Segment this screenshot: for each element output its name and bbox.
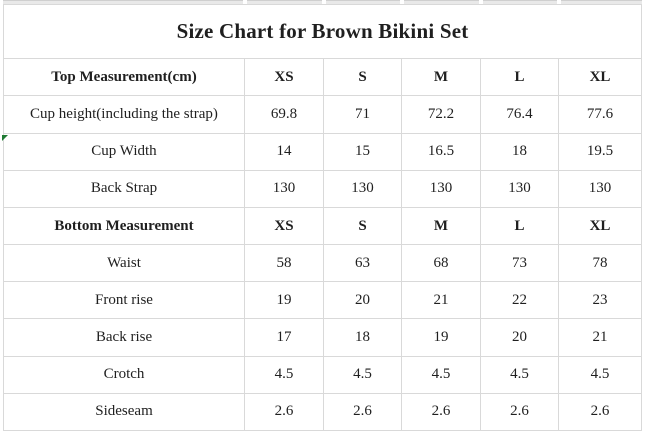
grid-strip-segment <box>3 0 243 4</box>
title-row: Size Chart for Brown Bikini Set <box>3 3 642 60</box>
size-col-header: L <box>480 58 559 97</box>
size-col-header: S <box>323 206 402 246</box>
table-cell: 23 <box>558 281 642 320</box>
size-col-header: M <box>401 206 481 246</box>
table-cell: 4.5 <box>244 355 324 394</box>
top-gridline-strip <box>3 0 642 4</box>
section-header-label: Bottom Measurement <box>3 206 245 246</box>
size-col-header: XL <box>558 206 642 246</box>
grid-strip-segment <box>483 0 557 4</box>
table-cell: 2.6 <box>323 392 402 432</box>
size-col-header: M <box>401 58 481 97</box>
table-cell: 20 <box>323 281 402 320</box>
table-row-cup-height: Cup height(including the strap) 69.8 71 … <box>3 95 642 134</box>
table-cell: 20 <box>480 318 559 357</box>
table-cell: 18 <box>480 132 559 171</box>
table-cell: 78 <box>558 244 642 283</box>
table-cell: 2.6 <box>480 392 559 432</box>
table-row-front-rise: Front rise 19 20 21 22 23 <box>3 281 642 320</box>
grid-strip-segment <box>247 0 322 4</box>
table-cell: 68 <box>401 244 481 283</box>
row-label: Waist <box>3 244 245 283</box>
section-header-row-top: Top Measurement(cm) XS S M L XL <box>3 58 642 97</box>
table-cell: 21 <box>401 281 481 320</box>
grid-strip-segment <box>326 0 400 4</box>
size-col-header: S <box>323 58 402 97</box>
row-label: Front rise <box>3 281 245 320</box>
green-corner-indicator-icon <box>2 135 8 141</box>
table-cell: 18 <box>323 318 402 357</box>
table-cell: 58 <box>244 244 324 283</box>
table-cell: 77.6 <box>558 95 642 134</box>
table-row-crotch: Crotch 4.5 4.5 4.5 4.5 4.5 <box>3 355 642 394</box>
table-cell: 14 <box>244 132 324 171</box>
table-cell: 63 <box>323 244 402 283</box>
table-cell: 130 <box>558 169 642 208</box>
table-cell: 19 <box>244 281 324 320</box>
table-cell: 72.2 <box>401 95 481 134</box>
table-cell: 2.6 <box>558 392 642 432</box>
table-cell: 4.5 <box>401 355 481 394</box>
row-label: Back rise <box>3 318 245 357</box>
row-label: Cup height(including the strap) <box>3 95 245 134</box>
table-cell: 19.5 <box>558 132 642 171</box>
section-header-row-bottom: Bottom Measurement XS S M L XL <box>3 206 642 246</box>
table-cell: 2.6 <box>244 392 324 432</box>
section-header-label: Top Measurement(cm) <box>3 58 245 97</box>
size-col-header: XL <box>558 58 642 97</box>
row-label: Sideseam <box>3 392 245 432</box>
table-row-waist: Waist 58 63 68 73 78 <box>3 244 642 283</box>
page-title: Size Chart for Brown Bikini Set <box>3 3 642 60</box>
table-cell: 130 <box>323 169 402 208</box>
table-cell: 69.8 <box>244 95 324 134</box>
table-cell: 16.5 <box>401 132 481 171</box>
size-chart-table: Size Chart for Brown Bikini Set Top Meas… <box>3 3 642 432</box>
table-cell: 17 <box>244 318 324 357</box>
table-cell: 4.5 <box>558 355 642 394</box>
table-cell: 22 <box>480 281 559 320</box>
table-row-back-strap: Back Strap 130 130 130 130 130 <box>3 169 642 208</box>
size-col-header: L <box>480 206 559 246</box>
table-cell: 130 <box>480 169 559 208</box>
table-cell: 4.5 <box>323 355 402 394</box>
table-cell: 76.4 <box>480 95 559 134</box>
table-cell: 21 <box>558 318 642 357</box>
table-cell: 2.6 <box>401 392 481 432</box>
row-label: Back Strap <box>3 169 245 208</box>
table-cell: 73 <box>480 244 559 283</box>
row-label: Cup Width <box>3 132 245 171</box>
table-row-back-rise: Back rise 17 18 19 20 21 <box>3 318 642 357</box>
grid-strip-segment <box>561 0 642 4</box>
size-col-header: XS <box>244 206 324 246</box>
table-cell: 130 <box>401 169 481 208</box>
table-cell: 71 <box>323 95 402 134</box>
table-cell: 130 <box>244 169 324 208</box>
table-cell: 15 <box>323 132 402 171</box>
table-row-sideseam: Sideseam 2.6 2.6 2.6 2.6 2.6 <box>3 392 642 432</box>
table-cell: 19 <box>401 318 481 357</box>
size-col-header: XS <box>244 58 324 97</box>
row-label: Crotch <box>3 355 245 394</box>
grid-strip-segment <box>404 0 479 4</box>
table-row-cup-width: Cup Width 14 15 16.5 18 19.5 <box>3 132 642 171</box>
table-cell: 4.5 <box>480 355 559 394</box>
